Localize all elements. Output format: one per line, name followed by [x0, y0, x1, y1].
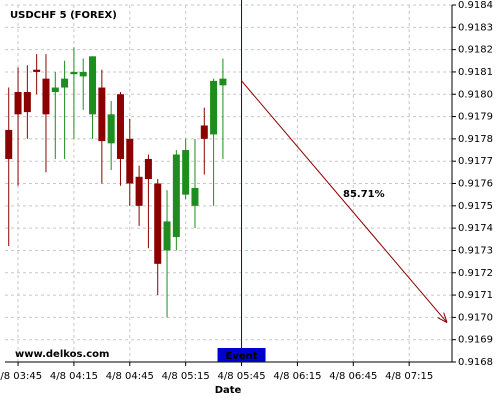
x-tick-label: 4/8 05:45 — [217, 371, 265, 382]
candle-body — [210, 80, 218, 135]
candle-body — [5, 129, 13, 159]
y-tick-label: 0.9175 — [458, 201, 493, 212]
chart-title: USDCHF 5 (FOREX) — [10, 10, 117, 21]
candle-body — [79, 71, 87, 77]
x-tick-label: 4/8 06:15 — [273, 371, 321, 382]
x-tick-label: 4/8 05:15 — [162, 371, 210, 382]
x-tick-label: 4/8 07:15 — [385, 371, 433, 382]
x-tick-label: 4/8 04:45 — [106, 371, 154, 382]
y-tick-label: 0.9182 — [458, 45, 493, 56]
event-label: Event — [226, 351, 258, 362]
y-tick-label: 0.9174 — [458, 223, 493, 234]
candle-body — [154, 183, 162, 264]
y-tick-label: 0.9184 — [458, 0, 493, 11]
y-tick-label: 0.9171 — [458, 290, 493, 301]
y-tick-label: 0.9173 — [458, 245, 493, 256]
candle-body — [70, 71, 78, 75]
y-tick-label: 0.9168 — [458, 357, 493, 368]
candle-body — [33, 69, 41, 72]
candle-body — [42, 78, 50, 115]
y-tick-label: 0.9169 — [458, 335, 493, 346]
watermark: www.delkos.com — [15, 349, 109, 360]
y-tick-label: 0.9180 — [458, 89, 493, 100]
candle-body — [172, 154, 180, 238]
candle-body — [89, 56, 97, 115]
projection-line — [241, 80, 447, 322]
x-axis-title: Date — [215, 385, 242, 396]
candle-body — [219, 78, 227, 86]
candle-body — [98, 87, 106, 142]
candle-body — [23, 92, 31, 113]
candle-body — [51, 87, 59, 93]
candle-body — [116, 94, 124, 159]
x-tick-label: 4/8 06:45 — [329, 371, 377, 382]
y-tick-label: 0.9177 — [458, 156, 493, 167]
candle-body — [14, 92, 22, 115]
y-tick-label: 0.9178 — [458, 134, 493, 145]
event-box — [217, 348, 266, 362]
candle-body — [200, 125, 208, 139]
candle-body — [107, 114, 115, 144]
y-tick-label: 0.9172 — [458, 268, 493, 279]
y-tick-label: 0.9176 — [458, 179, 493, 190]
y-tick-label: 0.9179 — [458, 112, 493, 123]
y-tick-label: 0.9170 — [458, 312, 493, 323]
y-tick-label: 0.9183 — [458, 22, 493, 33]
x-tick-label: 4/8 03:45 — [0, 371, 42, 382]
candle-body — [163, 221, 171, 251]
candle-body — [61, 78, 69, 88]
y-tick-label: 0.9181 — [458, 67, 493, 78]
x-tick-label: 4/8 04:15 — [50, 371, 98, 382]
candle-body — [191, 187, 199, 206]
candle-body — [135, 176, 143, 206]
candle-body — [126, 138, 134, 184]
candle-body — [144, 158, 152, 180]
projection-label: 85.71% — [343, 189, 385, 200]
candle-body — [182, 150, 190, 195]
